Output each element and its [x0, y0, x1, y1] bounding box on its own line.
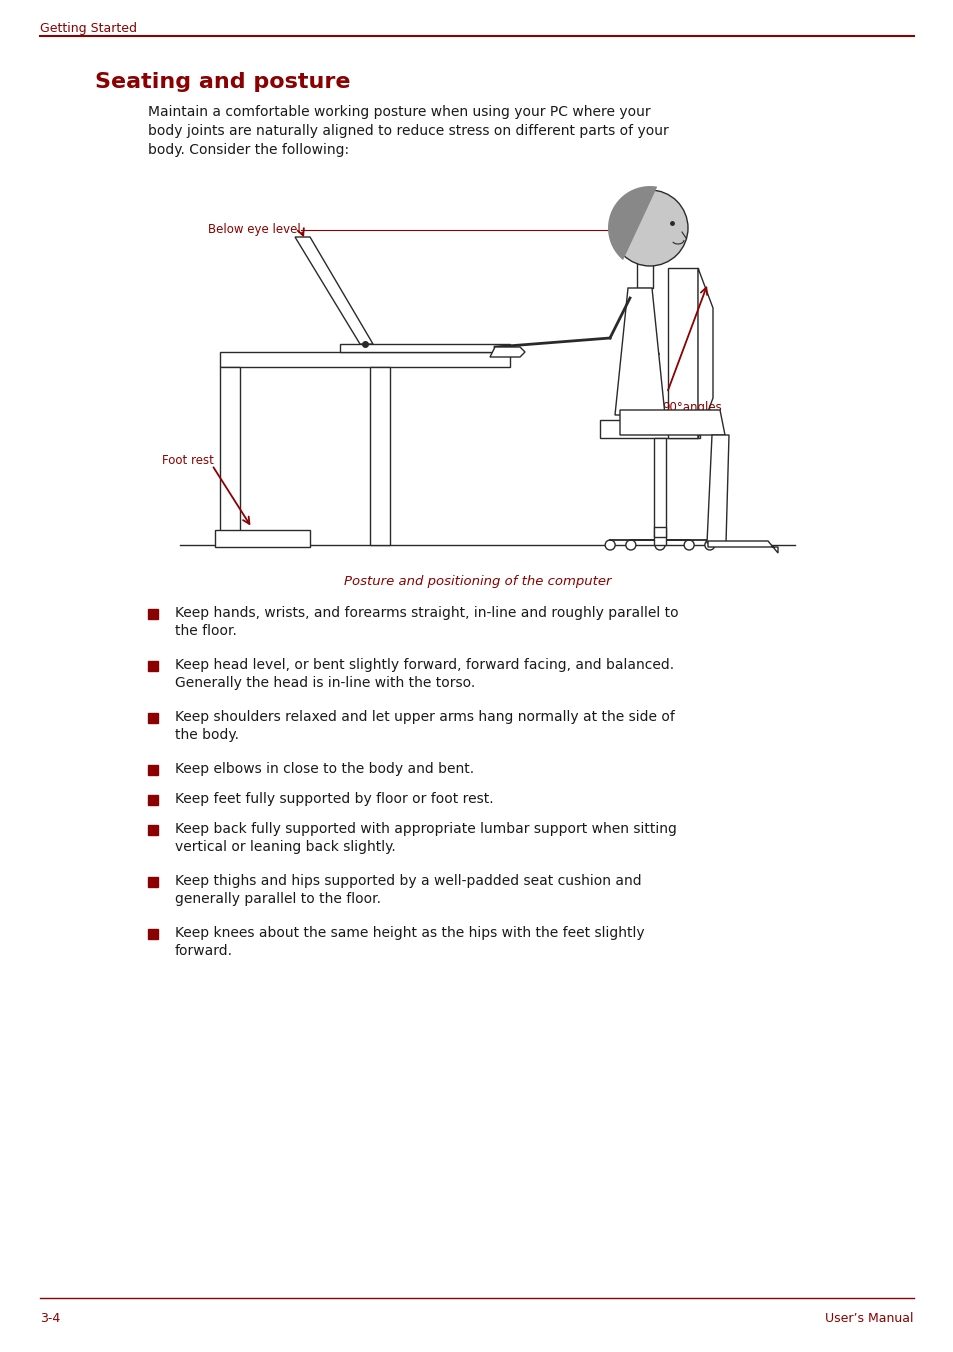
Text: Below eye level: Below eye level: [208, 223, 300, 237]
Text: Posture and positioning of the computer: Posture and positioning of the computer: [344, 575, 611, 588]
Bar: [667, 268, 698, 438]
Bar: [370, 366, 390, 545]
Bar: [654, 527, 665, 537]
Bar: [637, 261, 652, 288]
Bar: [148, 608, 158, 619]
Bar: [339, 343, 510, 352]
Bar: [148, 765, 158, 775]
Text: 90°angles: 90°angles: [661, 402, 721, 415]
Polygon shape: [490, 347, 524, 357]
Text: Keep knees about the same height as the hips with the feet slightly
forward.: Keep knees about the same height as the …: [174, 926, 644, 959]
Circle shape: [655, 539, 664, 550]
Bar: [220, 352, 510, 366]
Text: Keep thighs and hips supported by a well-padded seat cushion and
generally paral: Keep thighs and hips supported by a well…: [174, 873, 641, 906]
Bar: [599, 420, 700, 438]
Bar: [148, 661, 158, 671]
Polygon shape: [706, 435, 728, 544]
Polygon shape: [698, 268, 712, 438]
Bar: [148, 877, 158, 887]
Bar: [148, 795, 158, 804]
Bar: [148, 713, 158, 723]
Text: Keep hands, wrists, and forearms straight, in-line and roughly parallel to
the f: Keep hands, wrists, and forearms straigh…: [174, 606, 678, 638]
Text: Foot rest: Foot rest: [162, 453, 213, 466]
Text: Maintain a comfortable working posture when using your PC where your
body joints: Maintain a comfortable working posture w…: [148, 105, 668, 157]
Bar: [654, 438, 665, 545]
Polygon shape: [619, 410, 724, 435]
Text: Keep feet fully supported by floor or foot rest.: Keep feet fully supported by floor or fo…: [174, 792, 493, 806]
Text: User’s Manual: User’s Manual: [824, 1311, 913, 1325]
Polygon shape: [615, 288, 664, 415]
Text: Getting Started: Getting Started: [40, 22, 137, 35]
Circle shape: [604, 539, 615, 550]
Polygon shape: [707, 541, 778, 553]
Bar: [214, 530, 310, 548]
Polygon shape: [294, 237, 373, 343]
Text: Keep elbows in close to the body and bent.: Keep elbows in close to the body and ben…: [174, 763, 474, 776]
Text: Keep back fully supported with appropriate lumbar support when sitting
vertical : Keep back fully supported with appropria…: [174, 822, 677, 854]
Circle shape: [683, 539, 694, 550]
Text: Seating and posture: Seating and posture: [95, 72, 350, 92]
Text: 3-4: 3-4: [40, 1311, 60, 1325]
Circle shape: [704, 539, 714, 550]
Bar: [220, 366, 240, 545]
Circle shape: [612, 191, 687, 266]
Bar: [148, 929, 158, 940]
Circle shape: [625, 539, 636, 550]
Bar: [148, 825, 158, 836]
Text: Keep shoulders relaxed and let upper arms hang normally at the side of
the body.: Keep shoulders relaxed and let upper arm…: [174, 710, 674, 742]
Polygon shape: [607, 187, 657, 260]
Text: Keep head level, or bent slightly forward, forward facing, and balanced.
General: Keep head level, or bent slightly forwar…: [174, 658, 674, 691]
